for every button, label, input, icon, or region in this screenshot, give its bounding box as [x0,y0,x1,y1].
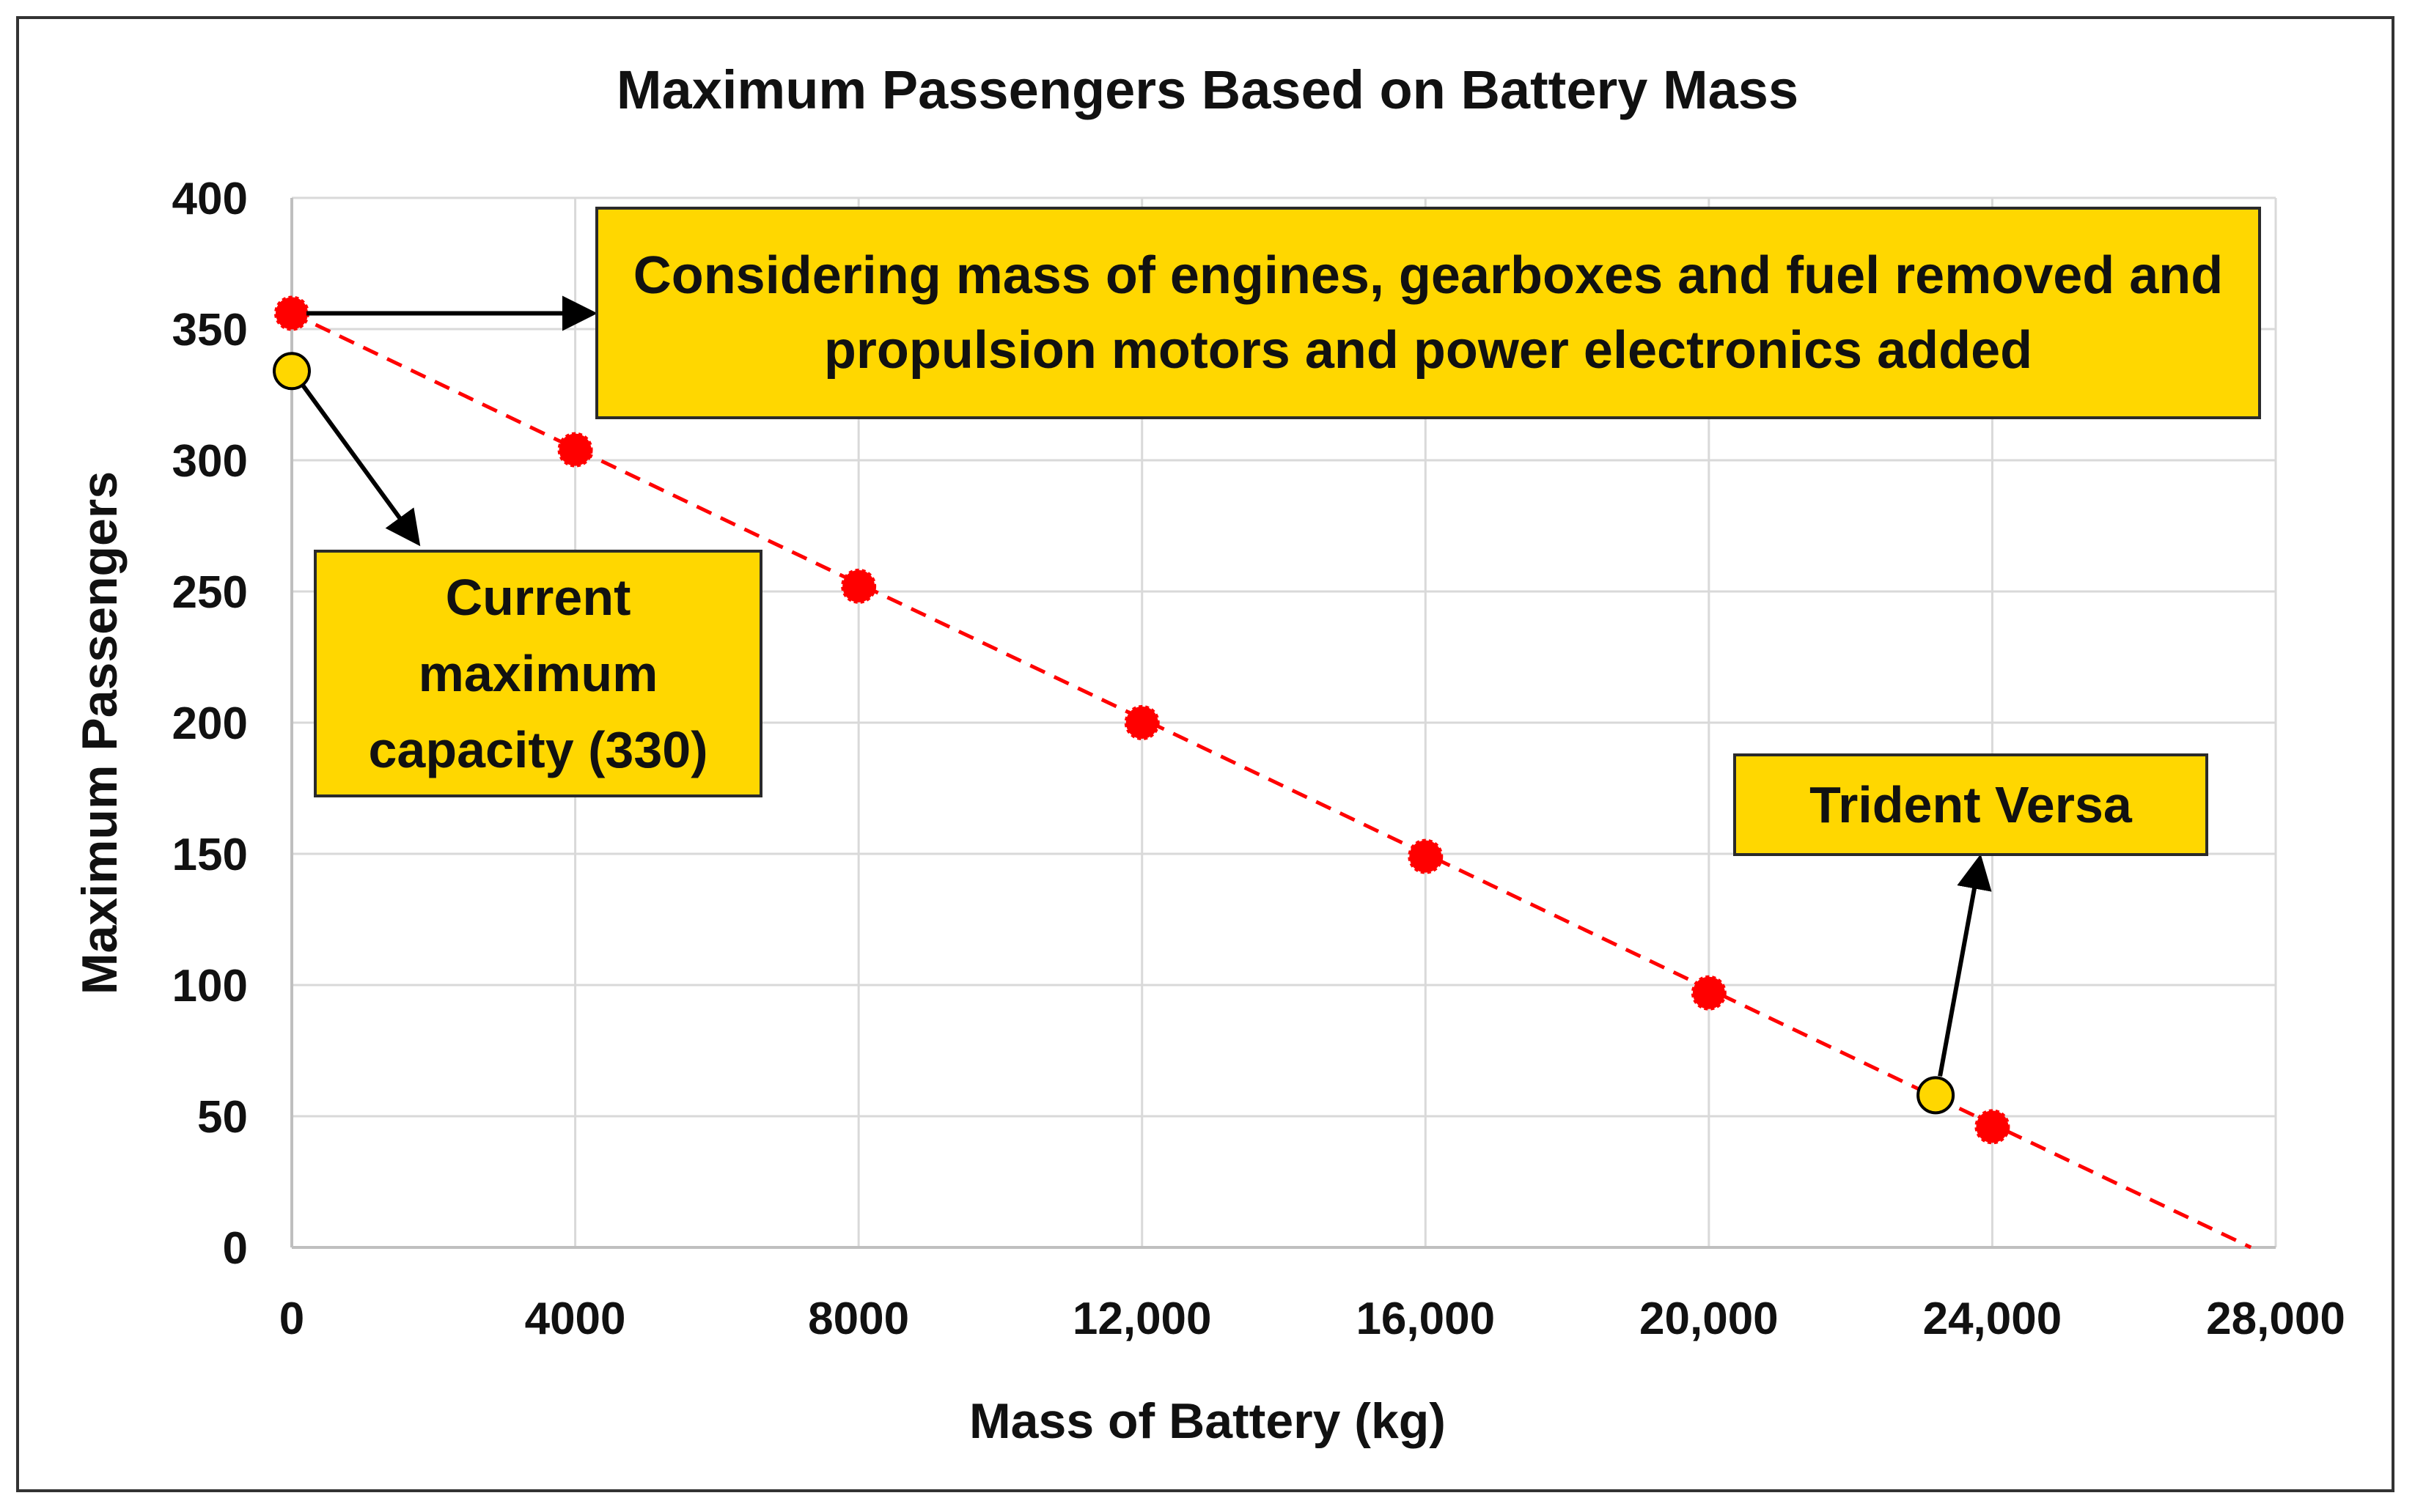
annotation-trident-versa: Trident Versa [1733,753,2208,856]
data-point [274,295,309,331]
y-tick-label: 300 [172,436,248,487]
x-axis-label: Mass of Battery (kg) [969,1393,1446,1449]
data-point [1691,975,1727,1011]
data-point [1408,838,1444,874]
annotation-mass-removed: Considering mass of engines, gearboxes a… [595,207,2261,419]
trident-versa-point [1916,1076,1955,1115]
data-point [841,568,877,604]
x-tick-label: 8000 [808,1294,909,1344]
y-axis-label: Maximum Passengers [72,471,128,995]
y-tick-label: 350 [172,305,248,355]
arrow-to-trident-callout [1938,854,1992,1077]
x-tick-label: 20,000 [1639,1294,1779,1344]
current-capacity-point [273,352,311,391]
y-tick-label: 100 [172,961,248,1011]
x-tick-label: 12,000 [1073,1294,1212,1344]
chart-title: Maximum Passengers Based on Battery Mass [616,59,1799,120]
x-tick-label: 16,000 [1356,1294,1495,1344]
data-point [1124,705,1160,740]
y-tick-label: 0 [223,1223,248,1274]
x-tick-label: 0 [279,1294,304,1344]
x-tick-label: 28,000 [2206,1294,2345,1344]
y-tick-label: 150 [172,830,248,880]
y-tick-label: 50 [197,1092,248,1143]
x-tick-label: 4000 [525,1294,626,1344]
data-point [557,432,593,468]
y-tick-label: 200 [172,698,248,749]
x-tick-label: 24,000 [1923,1294,2062,1344]
chart-frame [16,16,2394,1492]
data-point [1974,1109,2010,1145]
y-tick-label: 400 [172,174,248,224]
annotation-current-capacity: Current maximum capacity (330) [314,550,762,797]
arrow-to-current-callout [300,383,421,547]
y-tick-label: 250 [172,567,248,618]
